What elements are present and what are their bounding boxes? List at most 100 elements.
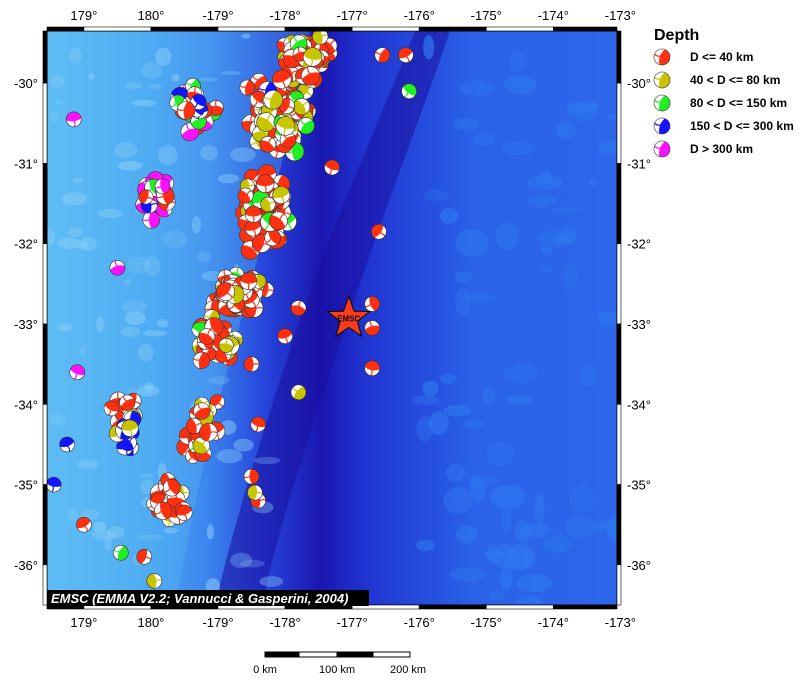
latitude-tick-label: -32° — [627, 237, 651, 252]
latitude-tick-label: -33° — [14, 317, 38, 332]
earthquake-focal-mechanism — [247, 484, 263, 501]
earthquake-focal-mechanism — [272, 186, 291, 204]
seamount — [415, 539, 435, 552]
seamount — [443, 405, 472, 417]
ridge-relief — [48, 413, 68, 426]
earthquake-focal-mechanism — [255, 174, 275, 193]
seamount — [534, 493, 545, 524]
ridge-relief — [254, 456, 280, 465]
earthquake-focal-mechanism — [142, 210, 161, 229]
longitude-tick-label: -178° — [269, 615, 300, 630]
kermadec-trench — [215, 31, 450, 605]
seamount — [590, 100, 599, 108]
seamount — [501, 505, 512, 534]
earthquake-focal-mechanism — [192, 351, 210, 370]
longitude-tick-label: -176° — [404, 615, 435, 630]
ridge-relief — [114, 142, 138, 159]
epicenter-star-icon[interactable] — [326, 294, 372, 338]
seamount — [540, 245, 553, 255]
ridge-relief — [221, 71, 241, 76]
ridge-relief — [97, 208, 123, 218]
ridge-relief — [57, 323, 72, 332]
longitude-tick-label: 180° — [137, 8, 164, 23]
seamount — [454, 288, 471, 317]
earthquake-focal-mechanism — [121, 419, 139, 437]
seamount — [451, 117, 480, 130]
ridge-relief — [47, 228, 56, 247]
longitude-tick-label: -175° — [471, 8, 502, 23]
seamount — [422, 189, 449, 201]
legend-item-label: D > 300 km — [690, 142, 753, 156]
seamount — [542, 535, 573, 553]
ridge-relief — [233, 438, 254, 452]
earthquake-focal-mechanism — [269, 211, 288, 231]
ridge-relief — [230, 552, 253, 568]
seamount — [489, 590, 505, 601]
earthquake-focal-mechanism — [244, 205, 262, 223]
ridge-relief — [141, 61, 163, 80]
longitude-tick-label: -177° — [337, 615, 368, 630]
seamount — [550, 207, 583, 214]
ridge-relief — [124, 311, 147, 326]
earthquake-focal-mechanism — [250, 416, 267, 433]
earthquake-focal-mechanism — [292, 98, 311, 116]
legend-beachball-icon — [653, 71, 671, 89]
longitude-tick-label: 180° — [137, 615, 164, 630]
ridge-relief — [206, 524, 214, 540]
earthquake-focal-mechanism — [218, 337, 234, 353]
ridge-relief — [93, 521, 107, 533]
seamount — [499, 566, 513, 591]
scale-label-100: 100 km — [319, 664, 355, 676]
seamount — [465, 293, 496, 303]
seamount — [483, 550, 505, 559]
earthquake-focal-mechanism — [199, 422, 218, 442]
ridge-relief — [137, 385, 160, 397]
longitude-tick-label: -173° — [605, 8, 636, 23]
ridge-relief — [124, 82, 143, 90]
earthquake-focal-mechanism — [176, 101, 196, 120]
longitude-tick-label: -175° — [471, 615, 502, 630]
seamount — [503, 364, 539, 384]
earthquake-focal-mechanism — [275, 116, 296, 136]
seamount — [469, 476, 486, 503]
ridge-relief — [259, 576, 284, 587]
frame-border-ticks — [42, 26, 622, 610]
seamount — [597, 140, 617, 155]
scale-label-0: 0 km — [253, 664, 277, 676]
ridge-relief — [216, 448, 243, 464]
earthquake-focal-mechanism — [371, 223, 387, 240]
seamount — [454, 271, 473, 283]
earthquake-focal-mechanism — [216, 282, 235, 301]
ridge-relief — [50, 74, 65, 90]
scale-bar: 0 km 100 km 200 km — [253, 651, 426, 676]
ridge-relief — [162, 229, 188, 249]
earthquake-focal-mechanism — [193, 402, 211, 420]
earthquake-focal-mechanism — [243, 468, 260, 485]
ridge-relief — [61, 192, 88, 206]
earthquake-focal-mechanism — [66, 111, 82, 128]
latitude-tick-label: -30° — [14, 76, 38, 91]
latitude-tick-label: -34° — [627, 397, 651, 412]
ridge-relief — [199, 77, 218, 82]
ridge-relief — [163, 527, 179, 534]
latitude-tick-label: -31° — [14, 156, 38, 171]
seamount — [501, 141, 535, 156]
seamount — [486, 441, 515, 467]
epicenter-marker[interactable]: EMSC — [326, 294, 372, 338]
ridge-relief — [120, 326, 141, 337]
ridge-relief — [196, 251, 212, 263]
seamount — [538, 265, 553, 273]
latitude-tick-label: -35° — [627, 478, 651, 493]
longitude-tick-label: -177° — [337, 8, 368, 23]
seamount — [508, 49, 525, 73]
seamount — [552, 236, 573, 245]
earthquake-focal-mechanism — [239, 79, 256, 96]
earthquake-focal-mechanism — [198, 328, 216, 345]
earthquake-focal-mechanism — [297, 117, 315, 135]
credit-banner: EMSC (EMMA V2.2; Vannucci & Gasperini, 2… — [47, 590, 369, 606]
longitude-tick-label: 179° — [70, 615, 97, 630]
seamount — [596, 310, 617, 326]
ridge-relief — [69, 47, 82, 64]
earthquake-focal-mechanism — [190, 93, 207, 110]
ridge-relief — [147, 83, 162, 90]
